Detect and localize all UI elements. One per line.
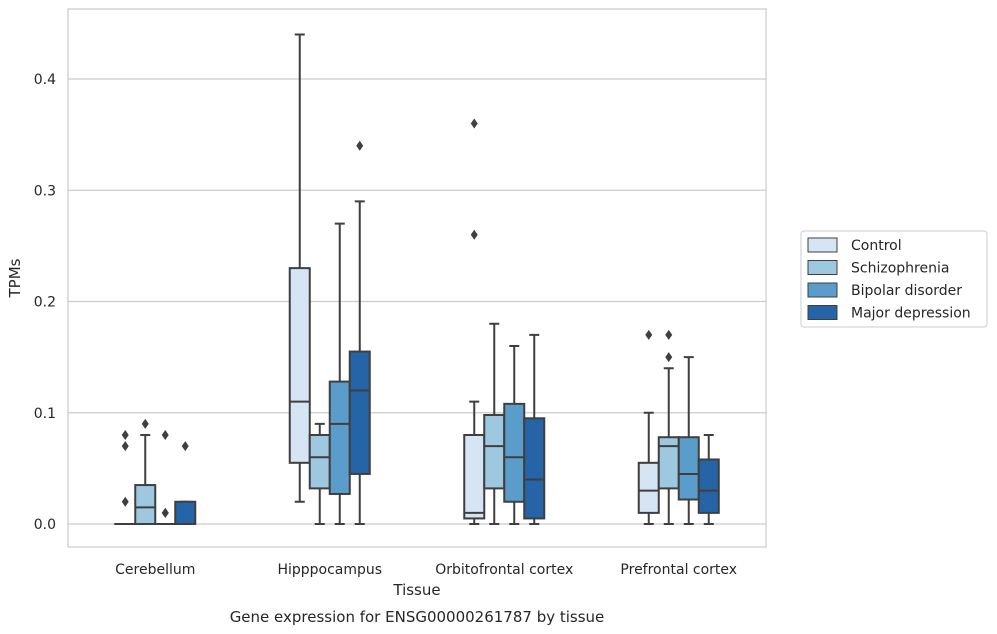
outlier-point [121,430,129,440]
box-plot [677,356,700,525]
legend-swatch [807,260,838,275]
box [348,350,371,475]
box [308,434,331,490]
box-plot [637,329,660,525]
box-plot [483,322,506,525]
legend-swatch [807,237,838,253]
box [657,436,680,490]
legend-label: Control [851,238,902,254]
y-tick-label: 0.0 [34,517,56,533]
outlier-point [645,329,653,340]
plot-frame [67,8,767,548]
box [288,267,311,464]
y-tick-label: 0.2 [34,295,56,311]
box-plot [154,430,177,526]
box [463,434,486,520]
outlier-point [665,352,673,363]
box-plot [503,345,526,525]
x-axis-label: Tissue [392,581,440,599]
outlier-point [665,329,673,340]
x-tick-label: Cerebellum [115,562,195,578]
legend: Control Schizophrenia Bipolar disorder Majo… [800,230,988,328]
legend-swatch [807,305,838,320]
outlier-point [161,430,169,440]
box-plot [463,118,486,525]
x-tick-label: Prefrontal cortex [620,562,737,578]
box-plot [114,430,137,526]
outlier-point [141,418,149,429]
y-tick-label: 0.1 [34,406,56,422]
box [637,461,660,514]
y-tick-labels: 0.0 0.1 0.2 0.3 0.4 [34,72,56,533]
box-plot [523,333,546,525]
x-tick-label: Hipppocampus [277,562,382,578]
plot-boxes [114,33,720,526]
outlier-point [161,507,169,518]
box [134,484,157,525]
x-tick-labels: Cerebellum Hipppocampus Orbitofrontal cort… [115,562,737,578]
outlier-point [121,496,129,507]
y-tick-label: 0.4 [34,72,56,88]
box [174,500,197,525]
box-plot [328,222,351,525]
box-plot [174,441,197,525]
y-tick-label: 0.3 [34,183,56,199]
box [697,458,720,514]
outlier-point [121,441,129,452]
box-plot [697,434,720,525]
outlier-point [470,229,478,240]
box-plot [288,33,311,503]
legend-frame [800,230,988,328]
legend-label: Schizophrenia [851,261,949,277]
outlier-point [356,140,364,151]
legend-label: Bipolar disorder [851,283,962,299]
outlier-point [470,118,478,129]
box [483,413,506,490]
outlier-point [181,441,189,452]
figure-caption: Gene expression for ENSG00000261787 by t… [230,608,605,626]
box [677,436,700,501]
box-plot [348,140,371,525]
box [503,402,526,503]
box-plot [657,329,680,525]
box-plot [134,418,157,525]
x-tick-label: Orbitofrontal cortex [435,562,573,578]
legend-label: Major depression [851,306,971,322]
box-plot [308,422,331,525]
box [523,417,546,520]
legend-swatch [807,282,838,298]
y-axis-label: TPMs [6,258,24,298]
box [328,380,351,495]
